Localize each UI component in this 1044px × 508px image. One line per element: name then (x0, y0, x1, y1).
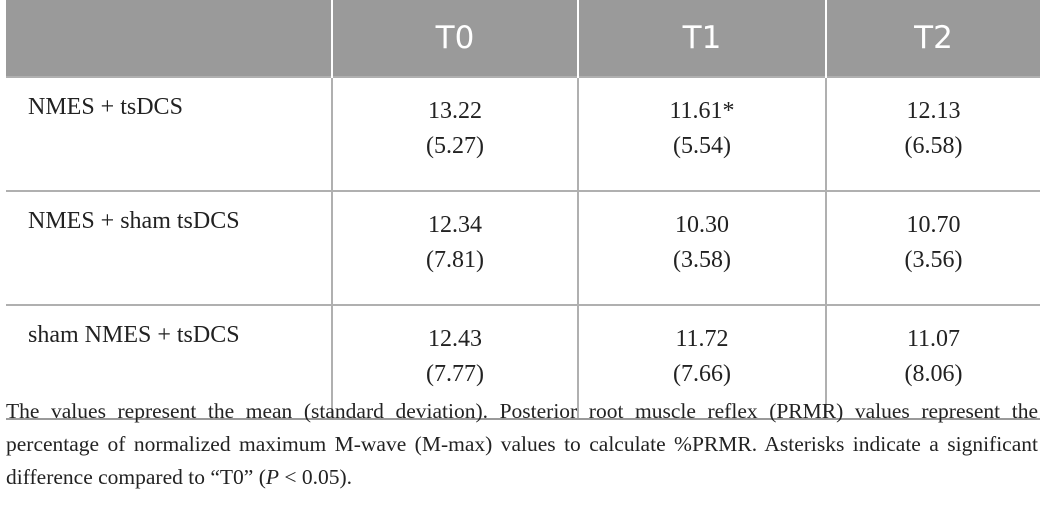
header-cell-empty (6, 0, 333, 77)
results-table-container: T0 T1 T2 NMES + tsDCS 13.22 (5.27) 11.61… (6, 0, 1040, 420)
table-body: NMES + tsDCS 13.22 (5.27) 11.61* (5.54) … (6, 76, 1040, 420)
row-label: NMES + sham tsDCS (6, 190, 333, 305)
cell-mean: 11.07 (906, 326, 961, 352)
cell-sd: (7.66) (673, 361, 731, 387)
cell-mean: 10.30 (675, 212, 729, 238)
cell-sd: (7.81) (426, 247, 484, 273)
table-cell: 11.61* (5.54) (578, 76, 827, 191)
table-cell: 11.72 (7.66) (578, 304, 827, 420)
cell-sd: (3.56) (904, 247, 963, 273)
table-cell: 10.30 (3.58) (578, 190, 827, 305)
footnote-p-symbol: P (265, 465, 279, 489)
header-cell-t2: T2 (826, 0, 1040, 77)
table-row: NMES + tsDCS 13.22 (5.27) 11.61* (5.54) … (6, 76, 1040, 191)
table-row: sham NMES + tsDCS 12.43 (7.77) 11.72 (7.… (6, 304, 1040, 420)
table-cell: 13.22 (5.27) (332, 76, 579, 191)
results-table: T0 T1 T2 NMES + tsDCS 13.22 (5.27) 11.61… (6, 0, 1040, 420)
table-row: NMES + sham tsDCS 12.34 (7.81) 10.30 (3.… (6, 190, 1040, 305)
header-cell-t0: T0 (332, 0, 579, 77)
table-cell: 12.43 (7.77) (332, 304, 579, 420)
table-header: T0 T1 T2 (6, 0, 1040, 77)
cell-sd: (8.06) (904, 361, 963, 387)
table-cell: 12.34 (7.81) (332, 190, 579, 305)
table-cell: 11.07 (8.06) (826, 304, 1040, 420)
table-footnote: The values represent the mean (standard … (6, 395, 1038, 494)
footnote-text: The values represent the mean (standard … (6, 399, 1038, 489)
cell-sd: (5.54) (673, 133, 731, 159)
footnote-text-end: < 0.05). (279, 465, 353, 489)
table-cell: 10.70 (3.56) (826, 190, 1040, 305)
row-label: sham NMES + tsDCS (6, 304, 333, 420)
header-row: T0 T1 T2 (6, 0, 1040, 77)
cell-sd: (5.27) (426, 133, 484, 159)
cell-mean: 12.43 (428, 326, 482, 352)
cell-mean: 10.70 (906, 212, 961, 238)
table-cell: 12.13 (6.58) (826, 76, 1040, 191)
cell-mean: 11.61* (669, 98, 735, 124)
cell-mean: 12.34 (428, 212, 482, 238)
cell-mean: 13.22 (428, 98, 482, 124)
cell-sd: (3.58) (673, 247, 731, 273)
cell-sd: (6.58) (904, 133, 963, 159)
row-label: NMES + tsDCS (6, 76, 333, 191)
cell-sd: (7.77) (426, 361, 484, 387)
cell-mean: 12.13 (906, 98, 961, 124)
header-cell-t1: T1 (578, 0, 827, 77)
cell-mean: 11.72 (675, 326, 729, 352)
